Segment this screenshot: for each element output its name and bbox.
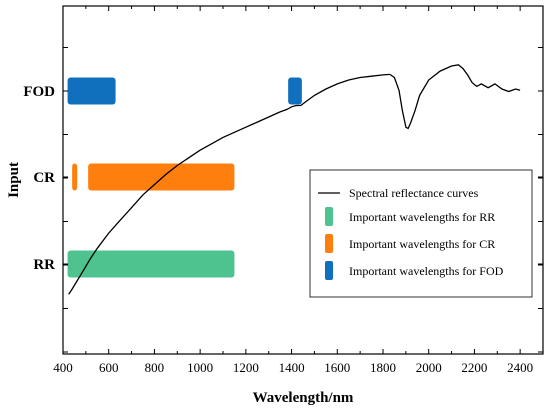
legend-entry-cr: Important wavelengths for CR — [349, 237, 495, 251]
y-category-cr: CR — [33, 170, 55, 186]
y-category-fod: FOD — [23, 84, 55, 100]
x-tick-label: 2000 — [416, 360, 442, 375]
legend-entry-curve: Spectral reflectance curves — [349, 186, 479, 200]
x-tick-label: 400 — [53, 360, 73, 375]
x-tick-label: 600 — [99, 360, 119, 375]
x-tick-label: 1400 — [279, 360, 305, 375]
y-category-rr: RR — [33, 257, 55, 273]
x-tick-label: 1200 — [233, 360, 259, 375]
x-tick-label: 800 — [145, 360, 165, 375]
x-axis: 400 600 800 1000 1200 1400 1600 1800 2000 2200 240… — [53, 6, 533, 375]
x-tick-label: 1600 — [324, 360, 350, 375]
legend-swatch-fod — [325, 261, 333, 280]
x-tick-label: 1000 — [187, 360, 213, 375]
axes-layer — [62, 5, 544, 355]
bar-cr-1 — [88, 163, 235, 191]
legend: Spectral reflectance curves Important wa… — [309, 169, 533, 298]
legend-box — [309, 169, 533, 298]
bar-fod-1 — [288, 77, 302, 105]
bar-cr-0 — [72, 163, 78, 191]
y-axis: RR CR FOD — [23, 47, 543, 353]
bars-layer — [67, 77, 302, 278]
x-tick-label: 1800 — [370, 360, 396, 375]
curve-layer — [68, 64, 521, 295]
legend-swatch-cr — [325, 234, 333, 253]
bar-fod-0 — [67, 77, 116, 105]
plot-frame — [62, 5, 544, 355]
legend-entry-rr: Important wavelengths for RR — [349, 210, 495, 224]
y-axis-title: Input — [6, 162, 22, 198]
legend-swatch-rr — [325, 207, 333, 226]
x-tick-label: 2200 — [461, 360, 487, 375]
spectral-reflectance-curve — [68, 64, 521, 295]
x-tick-label: 2400 — [507, 360, 533, 375]
bar-rr-0 — [67, 250, 235, 278]
legend-entry-fod: Important wavelengths for FOD — [349, 264, 504, 278]
x-axis-title: Wavelength/nm — [253, 390, 354, 406]
